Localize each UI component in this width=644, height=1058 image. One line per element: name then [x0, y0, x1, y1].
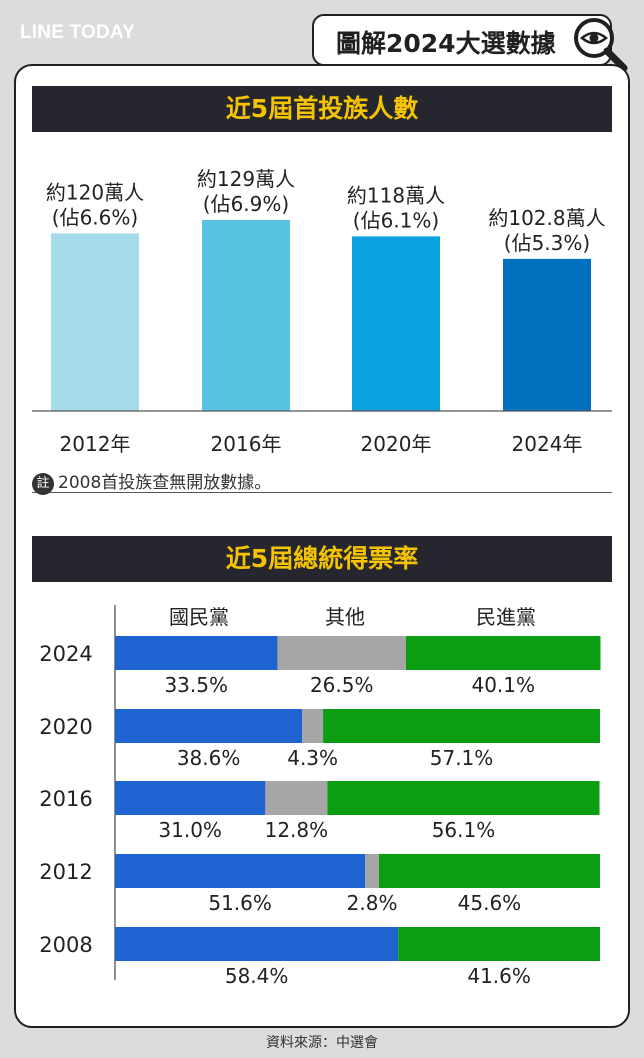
voter-bar-2020年	[352, 236, 440, 411]
legend-label: 民進黨	[476, 605, 536, 629]
share-bar-segment	[115, 636, 278, 670]
voter-bar-2024年	[503, 258, 591, 411]
share-value-label: 4.3%	[287, 746, 338, 770]
share-bar-segment	[327, 781, 600, 815]
year-tick-label: 2016年	[211, 432, 282, 456]
source-credit: 資料來源：中選會	[266, 1035, 378, 1051]
share-value-label: 31.0%	[158, 818, 222, 842]
share-value-label: 57.1%	[430, 746, 494, 770]
share-value-label: 40.1%	[471, 673, 535, 697]
share-bar-segment	[277, 636, 406, 670]
voter-bar-label: (佔6.1%)	[353, 208, 439, 232]
note-text: 2008首投族查無開放數據。	[58, 473, 272, 493]
voter-bar-label: (佔6.6%)	[52, 205, 138, 229]
share-bar-segment	[378, 854, 600, 888]
share-value-label: 12.8%	[265, 818, 329, 842]
footnote: 註 2008首投族查無開放數據。	[32, 468, 612, 495]
share-value-label: 41.6%	[467, 964, 531, 988]
year-tick-label: 2012年	[60, 432, 131, 456]
year-label: 2016	[39, 787, 92, 811]
magnifier-eye-icon	[574, 18, 628, 72]
share-bar-segment	[115, 709, 303, 743]
voter-bar-label: 約129萬人	[197, 167, 295, 191]
year-label: 2024	[39, 642, 92, 666]
voter-bar-label: 約102.8萬人	[488, 206, 605, 230]
share-bar-segment	[115, 781, 266, 815]
voter-bar-label: 約120萬人	[46, 180, 144, 204]
share-value-label: 2.8%	[347, 891, 398, 915]
year-label: 2020	[39, 715, 92, 739]
share-bar-segment	[115, 854, 366, 888]
share-value-label: 58.4%	[225, 964, 289, 988]
share-value-label: 38.6%	[177, 746, 241, 770]
section-title-first-time-voters: 近5屆首投族人數	[32, 86, 612, 132]
share-bar-segment	[115, 927, 399, 961]
share-bar-segment	[265, 781, 328, 815]
year-tick-label: 2024年	[512, 432, 583, 456]
share-bar-segment	[406, 636, 601, 670]
share-bar-segment	[398, 927, 600, 961]
first-time-voters-chart: 約120萬人(佔6.6%) 2012年 約129萬人(佔6.9%) 2016年 約118…	[32, 167, 612, 456]
voter-bar-label: (佔5.3%)	[504, 231, 590, 255]
section-title-vote-share: 近5屆總統得票率	[32, 536, 612, 582]
share-value-label: 56.1%	[432, 818, 496, 842]
legend-label: 國民黨	[169, 605, 229, 629]
note-badge: 註	[32, 473, 54, 495]
brand-logo: LINE TODAY	[20, 22, 135, 43]
share-value-label: 33.5%	[164, 673, 228, 697]
voter-bar-label: 約118萬人	[347, 183, 445, 207]
vote-share-chart: 國民黨 其他 民進黨 2024 33.5% 26.5% 40.1% 2020 38.6% 4.3%…	[39, 605, 601, 988]
year-tick-label: 2020年	[361, 432, 432, 456]
year-label: 2008	[39, 933, 92, 957]
year-label: 2012	[39, 860, 92, 884]
share-bar-segment	[302, 709, 324, 743]
share-value-label: 51.6%	[208, 891, 272, 915]
share-value-label: 45.6%	[458, 891, 522, 915]
voter-bar-2016年	[202, 220, 290, 411]
share-value-label: 26.5%	[310, 673, 374, 697]
share-bar-segment	[323, 709, 600, 743]
legend-label: 其他	[325, 605, 365, 629]
voter-bar-2012年	[51, 233, 139, 411]
headline-title: 圖解2024大選數據	[336, 29, 556, 58]
share-bar-segment	[365, 854, 379, 888]
voter-bar-label: (佔6.9%)	[203, 192, 289, 216]
